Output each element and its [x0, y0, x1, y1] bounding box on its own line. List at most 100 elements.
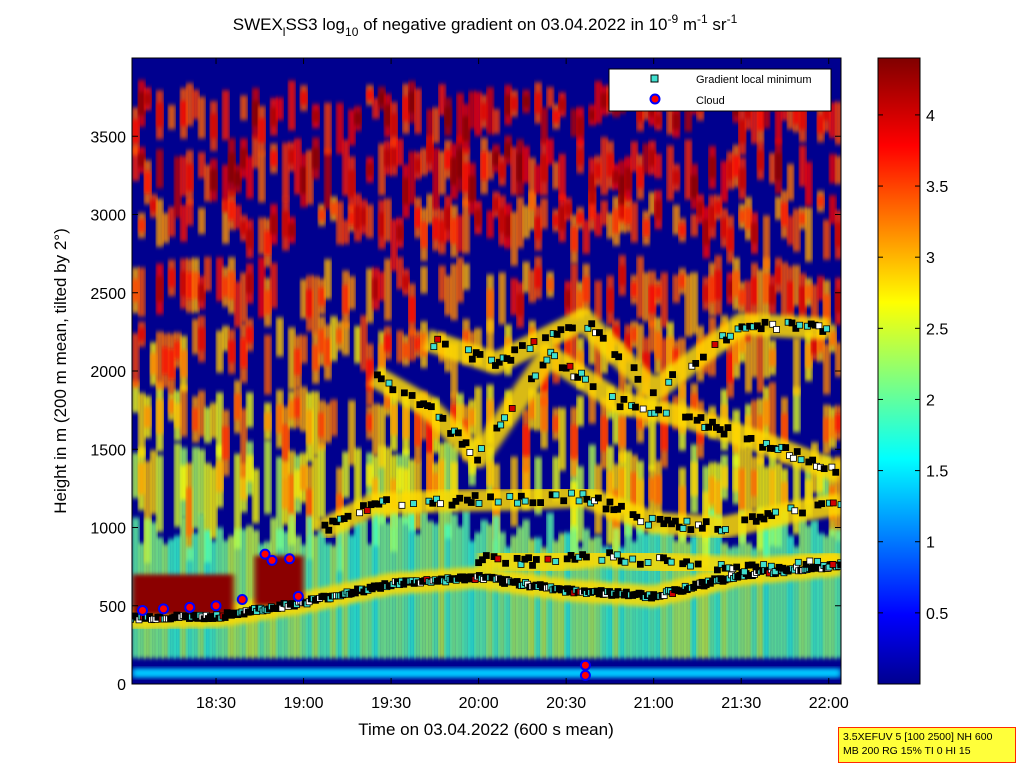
- gradient-min-marker: [518, 342, 526, 349]
- heat-patch: [210, 467, 218, 539]
- heat-patch: [444, 275, 452, 316]
- heat-patch: [306, 150, 314, 205]
- heat-patch: [384, 198, 392, 242]
- heat-patch: [360, 315, 368, 371]
- heat-patch: [330, 399, 338, 436]
- heat-patch: [426, 109, 434, 151]
- heat-patch: [432, 147, 440, 210]
- heat-core: [144, 406, 152, 428]
- heat-core: [450, 404, 458, 427]
- heat-core: [654, 285, 662, 299]
- heat-patch: [792, 337, 801, 396]
- heat-low: [414, 533, 422, 658]
- heat-core: [534, 267, 542, 289]
- heat-patch: [276, 457, 284, 550]
- heat-patch: [546, 138, 554, 165]
- gradient-min-marker: [656, 515, 664, 523]
- heat-core: [804, 285, 813, 300]
- heat-patch: [792, 208, 801, 252]
- gradient-min-marker: [645, 521, 652, 529]
- heat-patch: [300, 386, 308, 432]
- heat-core: [216, 460, 224, 492]
- heat-core: [432, 472, 440, 494]
- heat-patch: [534, 457, 542, 515]
- heat-core: [378, 92, 386, 105]
- heat-patch: [744, 337, 753, 393]
- heat-patch: [516, 196, 524, 248]
- heat-patch: [222, 325, 230, 352]
- heat-core: [312, 344, 320, 371]
- heat-core: [606, 153, 614, 178]
- cloud-marker-0: [137, 604, 149, 616]
- gradient-min-marker: [474, 456, 481, 464]
- cloud-marker-4: [236, 593, 248, 605]
- heat-core: [264, 412, 272, 431]
- heat-patch: [822, 219, 831, 260]
- gradient-min-marker: [685, 413, 693, 421]
- heat-core: [330, 202, 338, 215]
- gradient-min-marker: [552, 491, 560, 499]
- processing-info-box: 3.5XEFUV 5 [100 2500] NH 600 MB 200 RG 1…: [838, 727, 1016, 763]
- gradient-min-marker: [125, 617, 131, 623]
- heat-core: [804, 343, 813, 369]
- heat-patch: [240, 272, 248, 324]
- gradient-min-marker: [692, 359, 700, 367]
- heat-core: [306, 409, 314, 445]
- heat-core: [570, 226, 578, 252]
- cloud-marker-7: [284, 553, 296, 565]
- gradient-min-marker: [476, 351, 484, 358]
- gradient-min-marker: [767, 562, 775, 570]
- heat-core: [534, 216, 542, 240]
- gradient-min-marker: [532, 556, 540, 563]
- heat-core: [708, 156, 717, 179]
- heat-patch: [156, 149, 164, 189]
- gradient-min-marker: [321, 521, 329, 529]
- heat-patch: [408, 151, 416, 205]
- heat-core: [234, 171, 242, 186]
- heat-core: [282, 477, 290, 509]
- heat-core: [444, 207, 452, 230]
- heat-patch: [222, 90, 230, 141]
- chart-title: SWEXlSS3 log10 of negative gradient on 0…: [233, 12, 738, 39]
- gradient-min-marker: [740, 568, 748, 576]
- gradient-min-marker: [789, 454, 797, 462]
- gradient-min-marker: [757, 325, 765, 333]
- heat-patch: [330, 316, 338, 362]
- heat-patch: [192, 89, 200, 120]
- heat-patch: [204, 164, 212, 202]
- gradient-min-marker: [400, 389, 408, 397]
- heat-patch: [300, 335, 308, 364]
- gradient-min-marker: [655, 406, 662, 414]
- heat-core: [768, 348, 777, 367]
- heat-core: [660, 416, 668, 451]
- heat-core: [288, 149, 296, 165]
- heat-core: [138, 91, 146, 116]
- heat-patch: [666, 145, 674, 201]
- heat-patch: [672, 274, 680, 303]
- heat-core: [672, 348, 680, 366]
- heat-core: [366, 90, 374, 101]
- heat-patch: [768, 152, 777, 184]
- heat-core: [798, 213, 807, 224]
- gradient-min-marker: [723, 336, 730, 344]
- heat-patch: [540, 107, 548, 145]
- heat-patch: [648, 399, 656, 471]
- heat-core: [714, 270, 723, 300]
- gradient-min-marker: [722, 526, 729, 533]
- gradient-min-marker: [507, 356, 515, 364]
- y-tick-label-1: 500: [99, 599, 126, 616]
- heat-patch: [174, 443, 182, 527]
- heat-patch: [396, 330, 404, 363]
- heat-core: [786, 281, 795, 313]
- heat-core: [816, 469, 825, 493]
- colorbar-tick-label-5: 3: [926, 250, 935, 267]
- heat-patch: [642, 272, 650, 322]
- heat-core: [780, 202, 789, 227]
- heat-core: [354, 112, 362, 125]
- gradient-min-marker: [552, 558, 560, 565]
- heat-core: [570, 424, 578, 460]
- heat-core: [390, 146, 398, 166]
- heat-patch: [192, 447, 200, 529]
- heat-patch: [432, 107, 440, 144]
- heat-patch: [588, 384, 596, 424]
